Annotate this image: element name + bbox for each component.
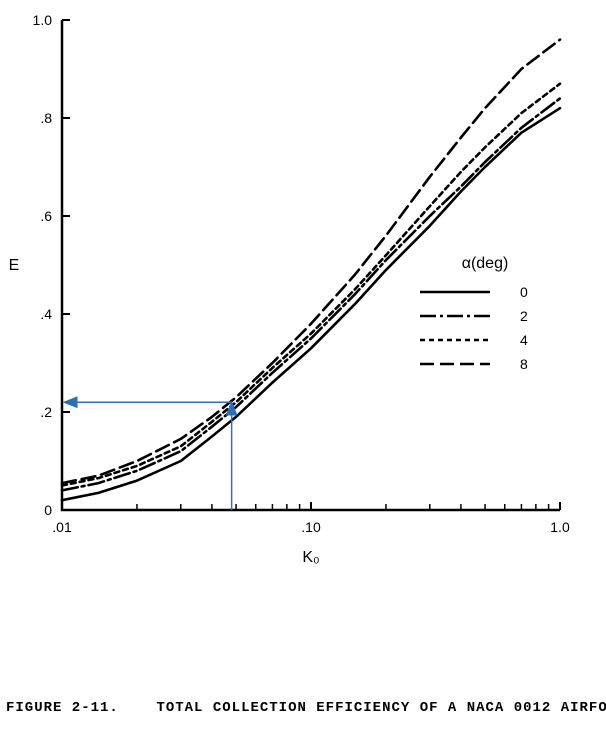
svg-text:1.0: 1.0 bbox=[550, 519, 570, 535]
efficiency-chart: .01 .10 1.0 K₀ 0 .2 .4 .6 .8 1.0 Eα(deg) 0 2 4 8 bbox=[0, 0, 606, 729]
svg-text:2: 2 bbox=[520, 308, 528, 324]
series-alpha-2 bbox=[62, 98, 560, 490]
svg-text:.2: .2 bbox=[40, 404, 52, 420]
svg-text:0: 0 bbox=[520, 284, 528, 300]
svg-text:0: 0 bbox=[44, 502, 52, 518]
svg-text:4: 4 bbox=[520, 332, 528, 348]
svg-text:.4: .4 bbox=[40, 306, 52, 322]
series-alpha-4 bbox=[62, 84, 560, 486]
svg-text:.8: .8 bbox=[40, 110, 52, 126]
svg-text:α(deg): α(deg) bbox=[462, 255, 509, 272]
figure-title-text: TOTAL COLLECTION EFFICIENCY OF A NACA 00… bbox=[156, 700, 606, 716]
svg-text:E: E bbox=[9, 257, 20, 274]
svg-text:.01: .01 bbox=[52, 519, 72, 535]
figure-number: FIGURE 2-11. bbox=[6, 700, 119, 716]
svg-text:8: 8 bbox=[520, 356, 528, 372]
series-alpha-0 bbox=[62, 108, 560, 500]
svg-text:K₀: K₀ bbox=[302, 549, 319, 566]
svg-text:1.0: 1.0 bbox=[33, 12, 53, 28]
svg-text:.6: .6 bbox=[40, 208, 52, 224]
figure-caption: FIGURE 2-11. TOTAL COLLECTION EFFICIENCY… bbox=[6, 700, 606, 716]
svg-text:.10: .10 bbox=[301, 519, 321, 535]
